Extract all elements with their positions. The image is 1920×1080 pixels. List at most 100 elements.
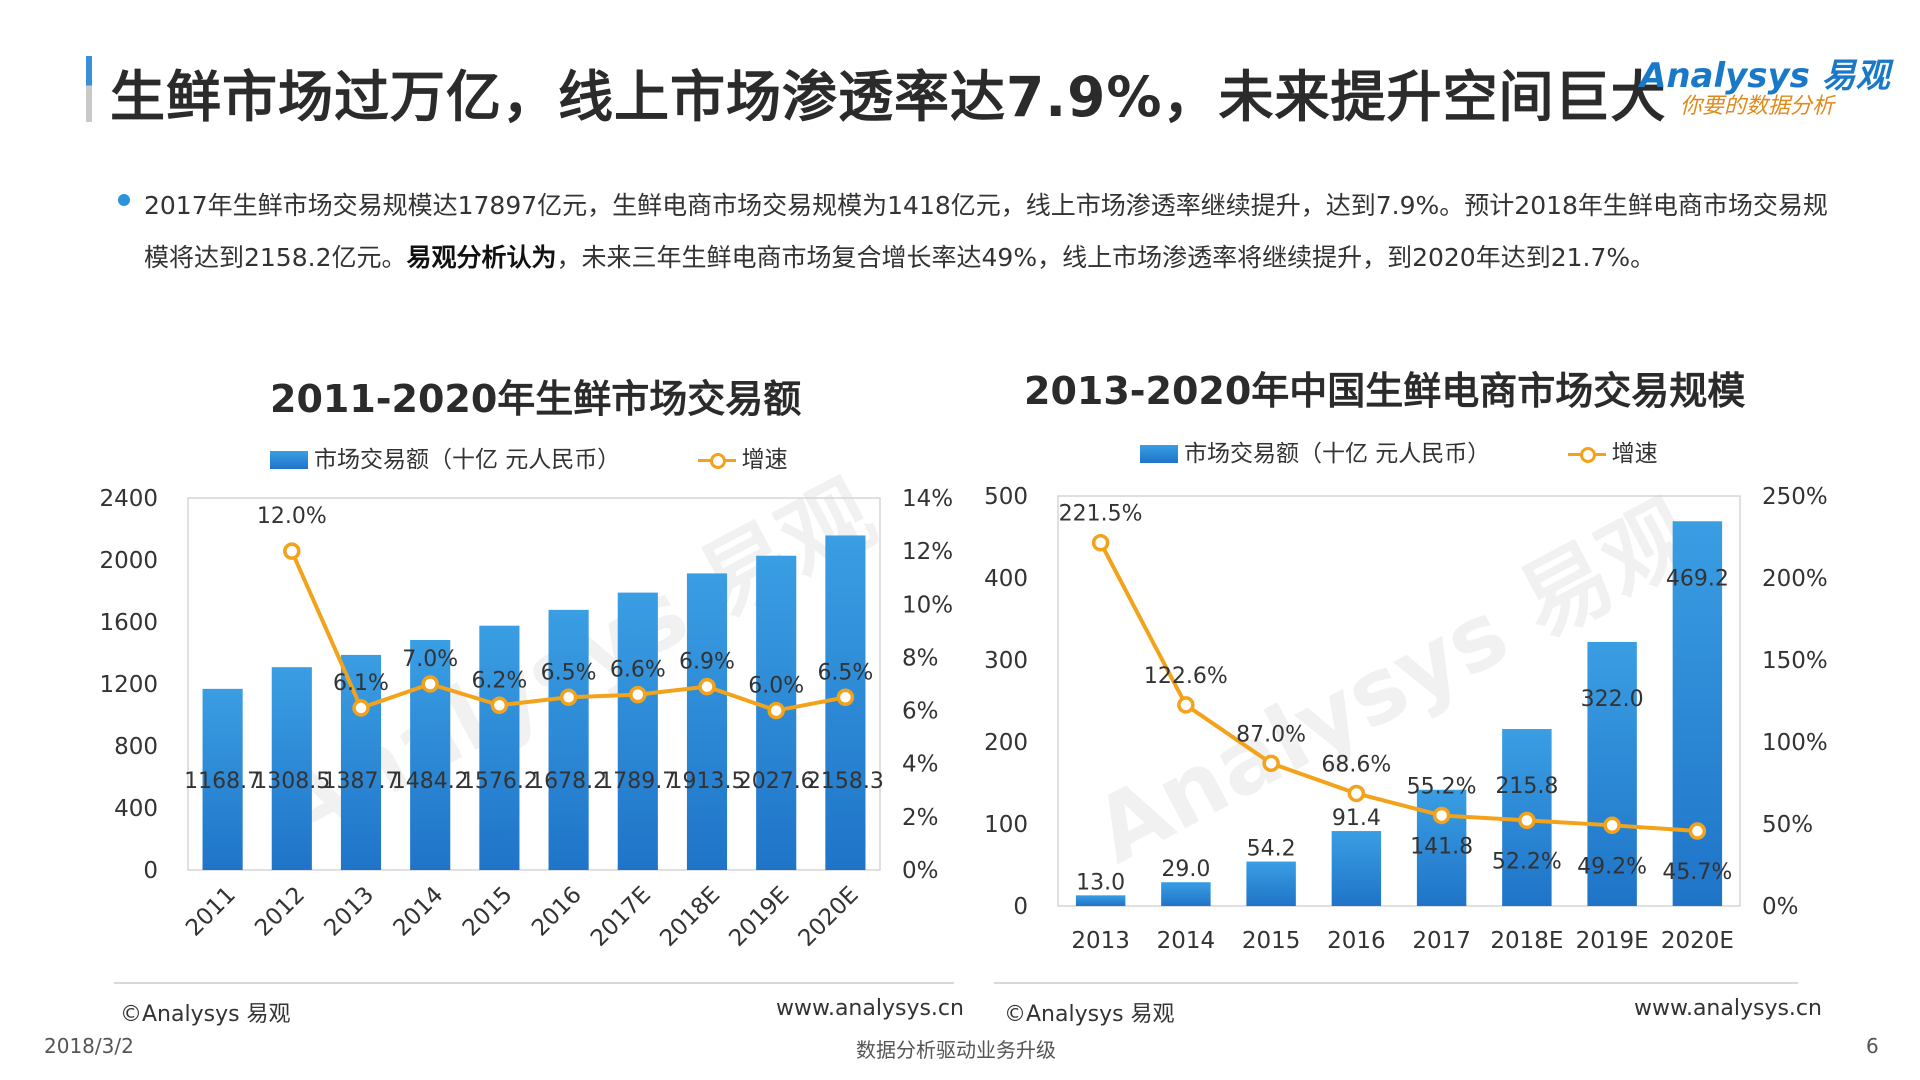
chart2-plot: 0 100 200 300 400 500 0% 50% 100% 150% 200% 250% 201…	[984, 484, 1828, 954]
footer-tagline: 数据分析驱动业务升级	[856, 1038, 1056, 1062]
c2-growth-point	[1432, 806, 1451, 825]
left-url[interactable]: www.analysys.cn	[776, 996, 964, 1021]
legend-bar-swatch-icon	[270, 451, 308, 469]
c1-growth-point	[767, 701, 785, 720]
c2-plot-frame	[1057, 495, 1741, 907]
c1-bar-label: 2027.6	[738, 769, 815, 794]
c1-bar	[479, 625, 520, 870]
c2-xtick: 2013	[1071, 928, 1130, 954]
c1-xtick: 2011	[181, 882, 241, 942]
c1-ytick: 2400	[99, 486, 158, 512]
c1-line-label: 7.0%	[402, 647, 458, 672]
c2-ytick: 300	[984, 648, 1028, 674]
c2-line-label: 87.0%	[1236, 722, 1306, 747]
c1-y2tick: 4%	[902, 752, 939, 778]
logo-text-en: Analysys 易观	[1640, 56, 1890, 96]
c2-bar	[1246, 861, 1296, 906]
c2-bar-label: 54.2	[1247, 837, 1296, 862]
c1-plot-frame	[187, 497, 881, 871]
analysys-logo: Analysys 易观 你要的数据分析	[1640, 48, 1890, 128]
c1-line-label: 6.9%	[679, 650, 735, 675]
c1-ytick: 0	[143, 858, 158, 884]
chart1-legend: 市场交易额（十亿 元人民币） 增速	[270, 440, 858, 474]
c1-y2tick: 10%	[902, 592, 953, 618]
c1-y2tick: 12%	[902, 539, 953, 565]
c2-y2tick: 250%	[1762, 484, 1828, 510]
right-url[interactable]: www.analysys.cn	[1634, 996, 1822, 1021]
c2-growth-point	[1091, 533, 1110, 552]
c1-y2tick: 0%	[902, 858, 939, 884]
c1-line-label: 6.5%	[541, 660, 597, 685]
c1-bar-label: 1308.5	[253, 769, 330, 794]
c1-line-label: 6.0%	[748, 674, 804, 699]
c1-growth-point	[559, 688, 578, 707]
c1-growth-point	[352, 699, 370, 717]
c2-bar-label: 322.0	[1581, 687, 1644, 712]
legend-bar-swatch-icon	[1140, 445, 1178, 463]
c1-bar	[617, 592, 658, 870]
page-title: 生鲜市场过万亿，线上市场渗透率达7.9%，未来提升空间巨大	[110, 65, 1667, 129]
c1-growth-point	[629, 685, 647, 704]
c2-ytick: 100	[984, 812, 1028, 838]
chart2-legend-bar: 市场交易额（十亿 元人民币）	[1140, 434, 1490, 468]
c1-bar-label: 1789.7	[599, 769, 676, 794]
c1-xtick: 2016	[527, 882, 587, 942]
c1-xtick: 2012	[250, 882, 310, 942]
c2-bar	[1331, 831, 1382, 906]
c1-growth-point	[698, 677, 716, 696]
c2-ytick: 200	[984, 730, 1028, 756]
c2-line-label: 221.5%	[1059, 502, 1143, 527]
c2-line-label: 49.2%	[1577, 854, 1647, 879]
c1-growth-point	[836, 688, 855, 707]
c2-y2tick: 100%	[1762, 730, 1828, 756]
c1-xtick: 2013	[319, 882, 379, 942]
c2-bar	[1075, 895, 1126, 906]
c1-bar-label: 1168.7	[184, 769, 261, 794]
c2-bar-label: 469.2	[1666, 566, 1729, 591]
right-source: ©Analysys 易观	[1004, 1002, 1175, 1027]
summary-bold: 易观分析认为	[406, 243, 557, 272]
c2-growth-point	[1603, 816, 1621, 835]
c1-y2tick: 14%	[902, 486, 953, 512]
c2-y2tick: 0%	[1762, 894, 1799, 920]
c2-xtick: 2019E	[1576, 928, 1649, 954]
chart1-legend-line-label: 增速	[741, 447, 788, 473]
c2-y2tick: 200%	[1762, 566, 1828, 592]
c2-bar	[1587, 641, 1637, 906]
c2-xtick: 2016	[1327, 928, 1386, 954]
c2-xtick: 2018E	[1490, 928, 1563, 954]
chart1-legend-bar-label: 市场交易额（十亿 元人民币）	[314, 447, 621, 473]
c1-bar-label: 1913.5	[669, 769, 746, 794]
c1-bar	[340, 654, 382, 870]
c2-bar-label: 215.8	[1495, 774, 1558, 799]
c2-bar-label: 141.8	[1410, 835, 1473, 860]
chart2-legend-line-label: 增速	[1611, 441, 1658, 467]
c1-bar	[271, 667, 312, 870]
c2-line-label: 68.6%	[1321, 752, 1391, 777]
summary-part2: ，未来三年生鲜电商市场复合增长率达49%，线上市场渗透率将继续提升，到2020年…	[556, 243, 1656, 272]
chart1-legend-line: 增速	[697, 440, 788, 474]
bullet-dot-icon	[118, 194, 130, 206]
c1-ytick: 800	[114, 734, 158, 760]
c2-xtick: 2015	[1242, 928, 1301, 954]
c1-bar	[202, 688, 243, 870]
c1-xtick: 2020E	[794, 882, 864, 952]
c1-bar	[686, 573, 728, 870]
c2-growth-point	[1262, 754, 1280, 773]
c1-y2tick: 6%	[902, 699, 939, 725]
c1-bar-label: 1576.2	[461, 769, 538, 794]
c2-xtick: 2017	[1412, 928, 1471, 954]
c2-ytick: 0	[1013, 894, 1028, 920]
c1-ytick: 2000	[99, 548, 158, 574]
c2-line-label: 45.7%	[1662, 860, 1732, 885]
c2-bar-label: 29.0	[1161, 857, 1210, 882]
c1-ytick: 1600	[99, 610, 158, 636]
c2-growth-point	[1518, 811, 1536, 830]
c2-ytick: 500	[984, 484, 1028, 510]
c2-bar	[1672, 521, 1723, 906]
summary-text: 2017年生鲜市场交易规模达17897亿元，生鲜电商市场交易规模为1418亿元，…	[144, 180, 1844, 284]
title-accent-bar	[86, 56, 92, 122]
c2-line-label: 122.6%	[1144, 664, 1228, 689]
c1-growth-point	[490, 696, 509, 715]
c2-bar-label: 13.0	[1076, 870, 1125, 895]
